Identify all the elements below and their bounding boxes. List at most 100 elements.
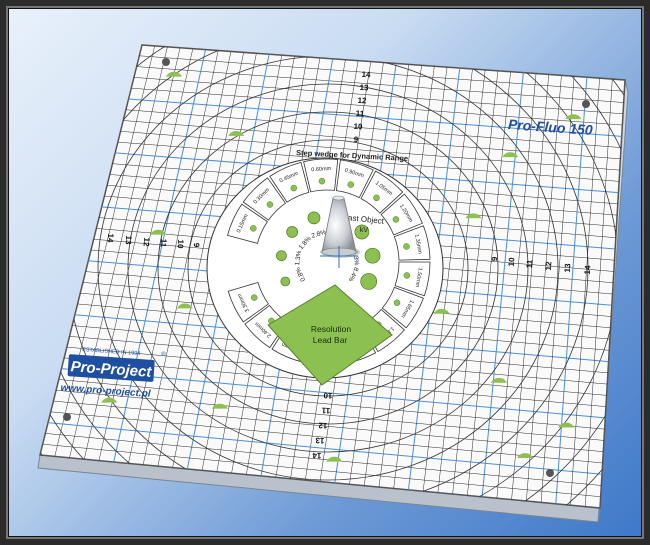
central-cone bbox=[320, 195, 360, 258]
grid-line-horizontal bbox=[53, 400, 604, 452]
grid-line-vertical bbox=[452, 70, 499, 495]
wedge-hole bbox=[373, 194, 380, 202]
grid-line-horizontal bbox=[50, 411, 603, 464]
resolution-lead-bar bbox=[267, 284, 393, 386]
scale-right: 9 10 11 12 13 14 bbox=[490, 256, 592, 275]
contrast-hole bbox=[280, 276, 291, 287]
lead-bar-line2: Lead Bar bbox=[313, 335, 348, 345]
crosshair-marker bbox=[320, 246, 358, 268]
wedge-thickness-label: 1.35mm bbox=[413, 234, 423, 255]
contrast-object-unit: kV bbox=[360, 227, 369, 234]
grid-line-vertical bbox=[526, 75, 562, 502]
green-marker bbox=[490, 377, 507, 383]
green-marker bbox=[465, 213, 482, 219]
grid-line-vertical bbox=[481, 72, 524, 497]
green-marker bbox=[565, 114, 582, 120]
wedge-step bbox=[380, 193, 423, 236]
grid-line-vertical bbox=[540, 76, 575, 503]
grid-line-vertical bbox=[496, 73, 537, 499]
contrast-hole bbox=[364, 247, 381, 264]
scale-number: 11 bbox=[525, 259, 535, 269]
wedge-hole bbox=[403, 243, 410, 250]
wedge-hole bbox=[347, 181, 355, 188]
scale-number: 14 bbox=[583, 265, 593, 275]
corner-markers bbox=[101, 71, 582, 462]
scale-number: 13 bbox=[359, 83, 369, 92]
contrast-level-label: 2.8% bbox=[311, 229, 327, 240]
green-marker bbox=[176, 303, 193, 309]
grid-line-vertical bbox=[422, 68, 473, 492]
grid-line-vertical bbox=[511, 74, 549, 500]
wedge-step bbox=[227, 281, 270, 323]
green-marker bbox=[326, 456, 343, 462]
scale-number: 13 bbox=[124, 235, 134, 245]
green-marker bbox=[165, 71, 182, 77]
scale-number: 13 bbox=[563, 263, 573, 273]
scale-number: 12 bbox=[357, 96, 367, 105]
wedge-step bbox=[335, 159, 374, 199]
wedge-hole bbox=[290, 184, 298, 192]
scale-bottom: 10 11 12 13 14 bbox=[312, 391, 333, 460]
contrast-hole bbox=[307, 211, 321, 225]
lead-bar-line1: Resolution bbox=[311, 324, 351, 334]
contrast-hole bbox=[354, 224, 370, 240]
grid-line-vertical bbox=[570, 78, 600, 506]
scale-number: 10 bbox=[353, 122, 363, 131]
range-circle bbox=[187, 139, 469, 397]
green-marker bbox=[433, 308, 450, 314]
grid-line-vertical bbox=[555, 77, 588, 504]
green-marker bbox=[150, 229, 167, 235]
green-marker bbox=[558, 422, 575, 428]
scale-number: 12 bbox=[544, 261, 554, 271]
contrast-level-label: 6.3% bbox=[351, 250, 360, 266]
wedge-step bbox=[394, 261, 431, 297]
green-marker bbox=[502, 152, 519, 158]
contrast-hole bbox=[360, 273, 378, 290]
contrast-hole bbox=[276, 250, 287, 262]
scale-number: 11 bbox=[356, 109, 365, 118]
scale-number: 10 bbox=[323, 391, 333, 400]
wedge-step bbox=[227, 203, 268, 244]
screw-holes bbox=[63, 58, 590, 477]
wedge-step bbox=[303, 158, 339, 193]
wedge-hole bbox=[392, 216, 400, 223]
green-marker bbox=[517, 453, 534, 459]
scale-number: 14 bbox=[361, 70, 371, 79]
wedge-step bbox=[244, 304, 288, 349]
scale-number: 10 bbox=[507, 257, 517, 267]
grid-line-horizontal bbox=[42, 443, 601, 497]
grid-line-vertical bbox=[437, 69, 486, 493]
grid-line-horizontal bbox=[64, 357, 606, 407]
wedge-step bbox=[269, 161, 310, 203]
wedge-hole bbox=[266, 201, 274, 208]
wedge-thickness-label: 0.60mm bbox=[311, 166, 332, 173]
scale-number: 10 bbox=[176, 239, 186, 249]
grid-line-horizontal bbox=[48, 422, 603, 475]
wedge-step bbox=[242, 177, 287, 221]
grid-line-horizontal bbox=[56, 390, 604, 441]
scale-number: 9 bbox=[490, 256, 499, 262]
grid-line-horizontal bbox=[58, 379, 605, 430]
range-circle bbox=[157, 111, 499, 425]
scale-number: 12 bbox=[142, 237, 152, 247]
product-title: Pro-Fluo 150 bbox=[507, 116, 593, 138]
scale-number: 13 bbox=[315, 436, 325, 445]
wedge-step bbox=[381, 286, 424, 329]
scale-number: 11 bbox=[321, 406, 330, 415]
green-marker bbox=[101, 397, 118, 403]
wedge-step bbox=[360, 170, 404, 214]
wedge-hole bbox=[403, 272, 411, 279]
contrast-hole bbox=[286, 226, 298, 238]
scale-number: 12 bbox=[318, 421, 328, 430]
contrast-level-label: 1.3% bbox=[294, 250, 303, 266]
wedge-hole bbox=[250, 225, 257, 232]
wedge-hole bbox=[393, 299, 401, 306]
scale-number: 11 bbox=[159, 238, 169, 248]
green-marker bbox=[211, 403, 228, 409]
scale-left: 14 13 12 11 10 9 bbox=[106, 233, 201, 249]
range-circle bbox=[127, 83, 529, 453]
scale-number: 14 bbox=[106, 233, 116, 243]
brand-logo: ESTABLISHED IN 1994 ® Pro-Project www.pr… bbox=[60, 347, 166, 400]
wedge-thickness-label: 0.90mm bbox=[344, 168, 365, 180]
